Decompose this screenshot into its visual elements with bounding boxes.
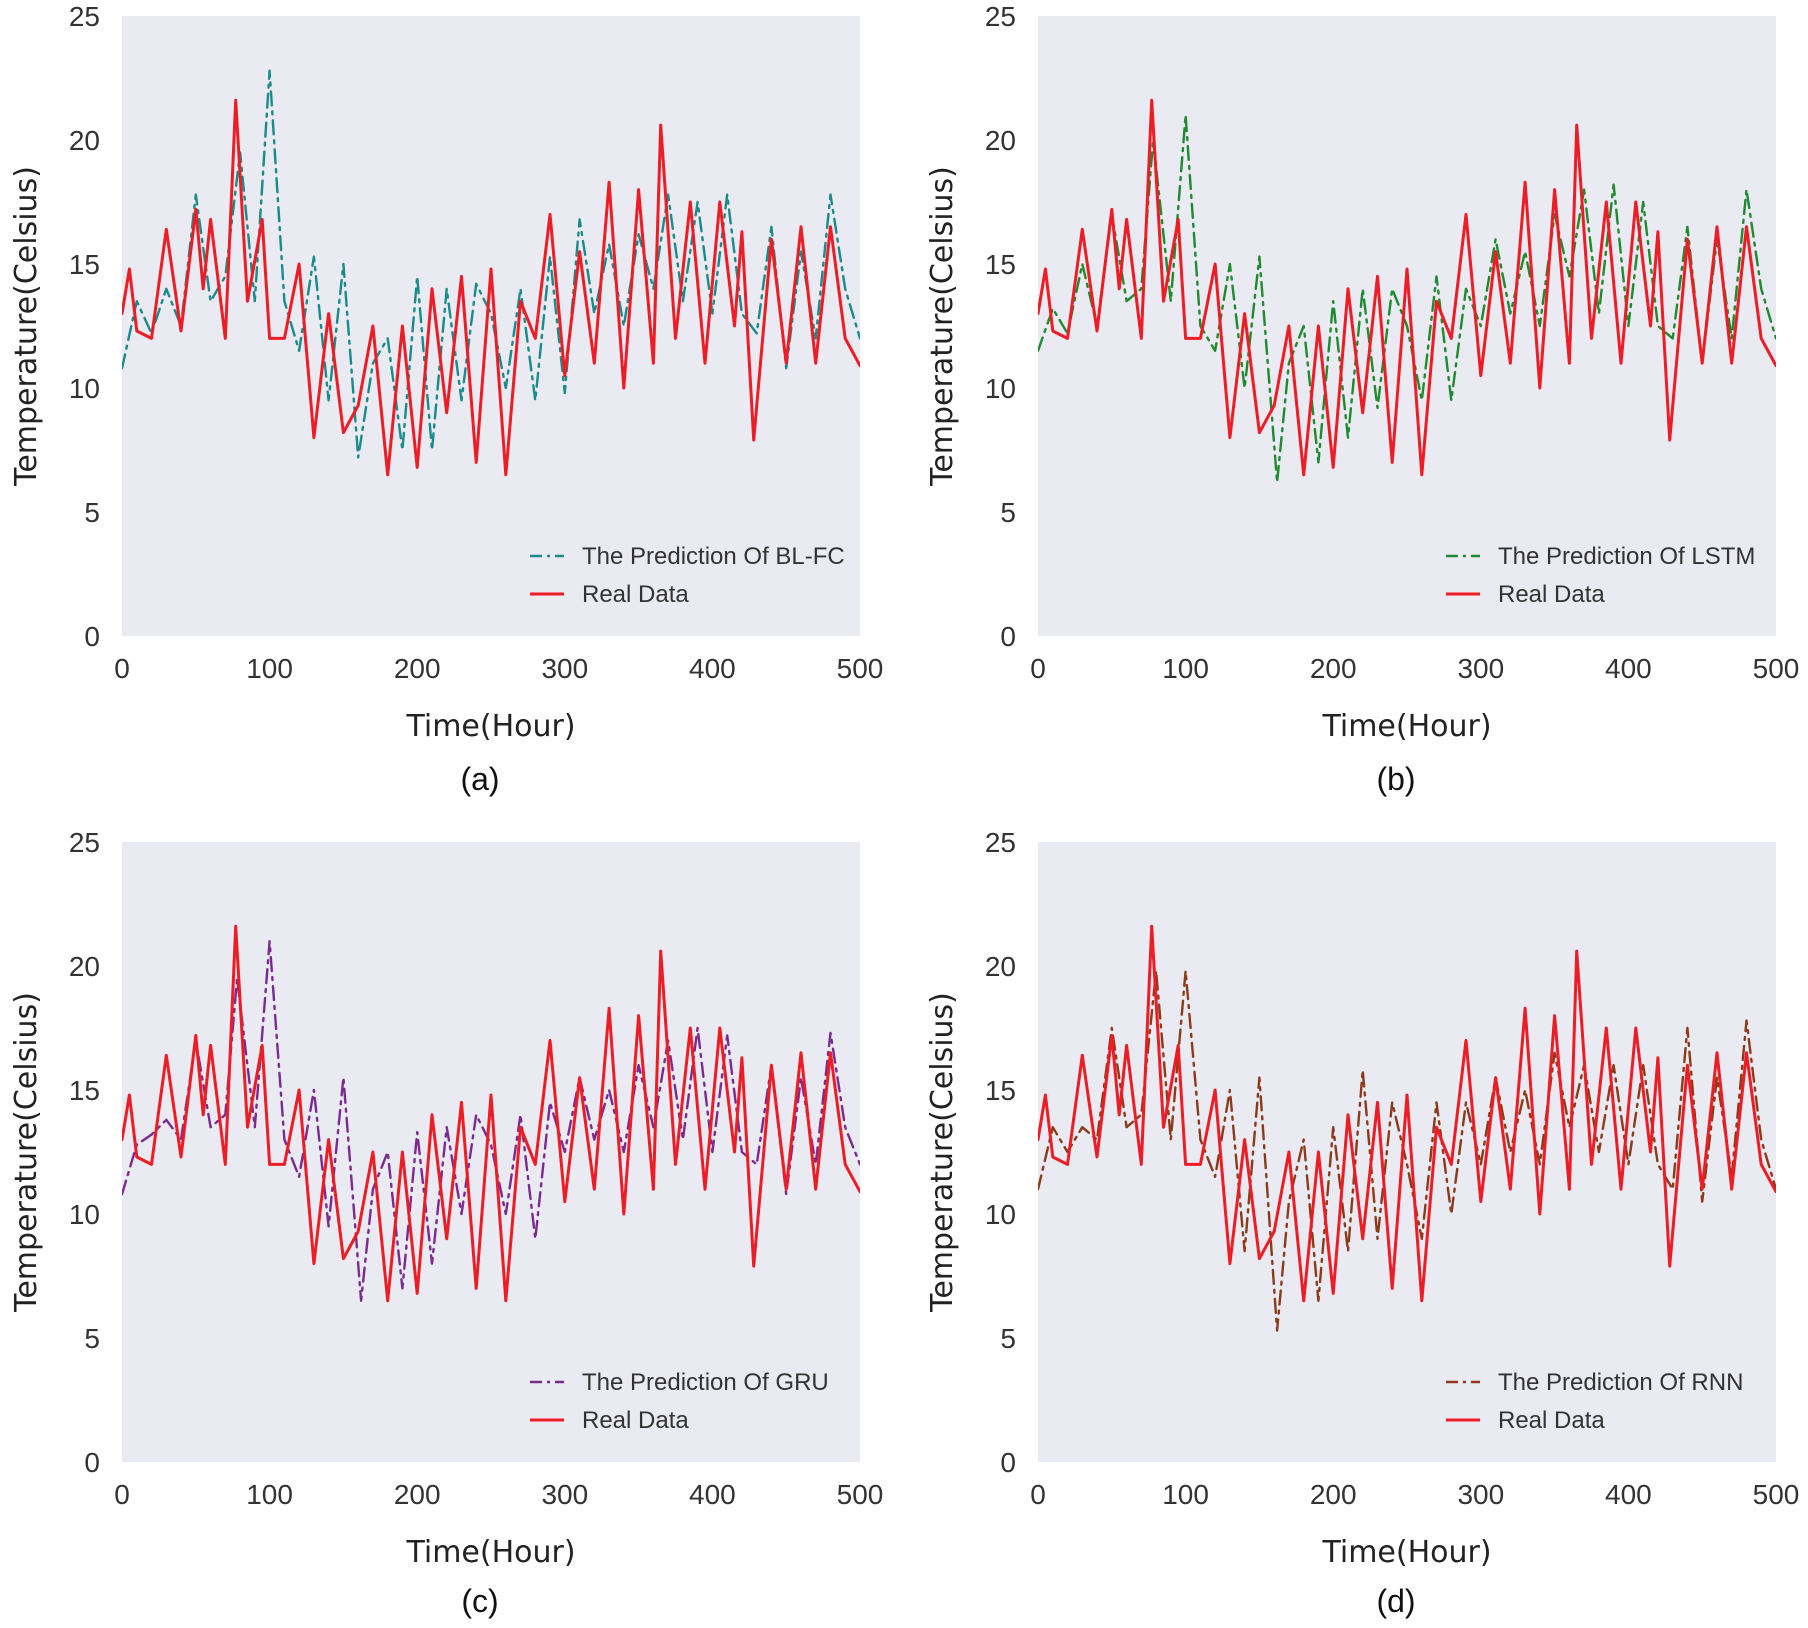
x-tick-label: 0 [1030, 653, 1046, 684]
legend-label: The Prediction Of LSTM [1498, 543, 1755, 570]
y-tick-label: 20 [985, 125, 1016, 156]
y-tick-label: 25 [985, 1, 1016, 32]
series-line [122, 69, 860, 459]
x-tick-label: 100 [246, 1479, 293, 1510]
x-tick-label: 100 [1162, 653, 1209, 684]
plot-area [122, 842, 860, 1462]
y-tick-label: 10 [985, 373, 1016, 404]
chart-panel: 0 100 200 300 400 500 0 5 10 15 20 25 Time(Hour) Temp… [9, 1, 883, 797]
x-tick-label: 500 [837, 653, 884, 684]
series-line [1038, 98, 1776, 477]
series-group [122, 69, 860, 477]
series-line [122, 940, 860, 1303]
x-axis-label: Time(Hour) [405, 709, 575, 744]
x-tick-label: 100 [1162, 1479, 1209, 1510]
y-axis-label: Temperature(Celsius) [9, 166, 44, 487]
chart-panel: 0 100 200 300 400 500 0 5 10 15 20 25 Time(Hour) Temp… [925, 1, 1799, 797]
x-tick-label: 200 [1310, 653, 1357, 684]
legend-label: The Prediction Of RNN [1498, 1369, 1743, 1396]
x-tick-label: 400 [1605, 1479, 1652, 1510]
series-line [122, 924, 860, 1303]
y-tick-label: 0 [1000, 621, 1016, 652]
legend: The Prediction Of RNN Real Data [1446, 1369, 1743, 1434]
panel-caption: (c) [461, 1583, 498, 1619]
y-tick-label: 5 [84, 1323, 100, 1354]
y-tick-label: 5 [1000, 1323, 1016, 1354]
y-tick-label: 10 [69, 373, 100, 404]
y-axis-label: Temperature(Celsius) [925, 166, 960, 487]
x-axis-label: Time(Hour) [1321, 709, 1491, 744]
x-tick-label: 500 [837, 1479, 884, 1510]
panel-caption: (b) [1376, 761, 1415, 797]
series-group [1038, 98, 1776, 484]
legend-label: Real Data [1498, 581, 1605, 608]
x-tick-label: 0 [114, 1479, 130, 1510]
y-tick-label: 0 [84, 621, 100, 652]
x-tick-label: 300 [541, 1479, 588, 1510]
legend: The Prediction Of LSTM Real Data [1446, 543, 1755, 608]
x-tick-label: 500 [1753, 653, 1800, 684]
y-tick-label: 15 [985, 1075, 1016, 1106]
x-tick-label: 200 [394, 1479, 441, 1510]
x-tick-label: 300 [1457, 653, 1504, 684]
legend-label: The Prediction Of BL-FC [582, 543, 845, 570]
panel-caption: (d) [1376, 1583, 1415, 1619]
x-tick-label: 400 [689, 653, 736, 684]
legend-label: The Prediction Of GRU [582, 1369, 829, 1396]
y-axis-label: Temperature(Celsius) [9, 992, 44, 1313]
y-tick-label: 20 [69, 125, 100, 156]
series-group [1038, 924, 1776, 1332]
y-tick-label: 15 [69, 1075, 100, 1106]
plot-area [122, 16, 860, 636]
legend: The Prediction Of GRU Real Data [530, 1369, 829, 1434]
y-tick-label: 15 [985, 249, 1016, 280]
y-tick-label: 25 [69, 1, 100, 32]
panel-caption: (a) [460, 761, 499, 797]
y-tick-label: 25 [69, 827, 100, 858]
chart-panel: 0 100 200 300 400 500 0 5 10 15 20 25 Time(Hour) Temp… [9, 827, 883, 1619]
y-tick-label: 20 [985, 951, 1016, 982]
legend: The Prediction Of BL-FC Real Data [530, 543, 845, 608]
y-tick-label: 10 [69, 1199, 100, 1230]
legend-label: Real Data [582, 1407, 689, 1434]
x-tick-label: 400 [1605, 653, 1652, 684]
x-tick-label: 0 [1030, 1479, 1046, 1510]
y-tick-label: 5 [84, 497, 100, 528]
x-tick-label: 400 [689, 1479, 736, 1510]
series-line [122, 98, 860, 477]
y-tick-label: 15 [69, 249, 100, 280]
x-tick-label: 500 [1753, 1479, 1800, 1510]
x-tick-label: 200 [1310, 1479, 1357, 1510]
x-tick-label: 0 [114, 653, 130, 684]
y-axis-label: Temperature(Celsius) [925, 992, 960, 1313]
y-tick-label: 0 [84, 1447, 100, 1478]
y-tick-label: 20 [69, 951, 100, 982]
y-tick-label: 0 [1000, 1447, 1016, 1478]
y-tick-label: 25 [985, 827, 1016, 858]
x-tick-label: 300 [541, 653, 588, 684]
x-tick-label: 200 [394, 653, 441, 684]
y-tick-label: 5 [1000, 497, 1016, 528]
x-axis-label: Time(Hour) [405, 1535, 575, 1570]
x-tick-label: 100 [246, 653, 293, 684]
legend-label: Real Data [1498, 1407, 1605, 1434]
chart-panel: 0 100 200 300 400 500 0 5 10 15 20 25 Time(Hour) Temp… [925, 827, 1799, 1619]
x-axis-label: Time(Hour) [1321, 1535, 1491, 1570]
legend-label: Real Data [582, 581, 689, 608]
plot-area [1038, 842, 1776, 1462]
series-group [122, 924, 860, 1303]
series-line [1038, 924, 1776, 1303]
y-tick-label: 10 [985, 1199, 1016, 1230]
x-tick-label: 300 [1457, 1479, 1504, 1510]
